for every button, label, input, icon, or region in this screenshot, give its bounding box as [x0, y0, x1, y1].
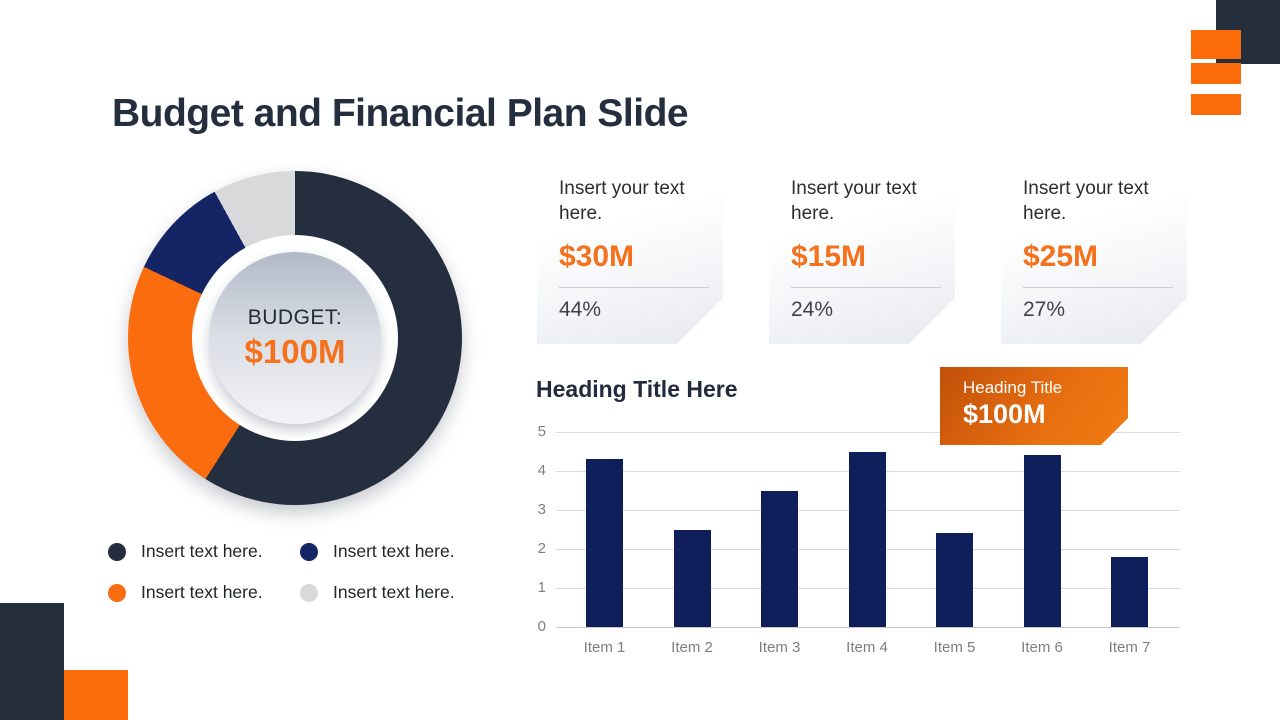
legend-label: Insert text here. — [333, 541, 455, 561]
card-divider — [1023, 287, 1173, 288]
x-axis-label: Item 2 — [671, 639, 713, 656]
bar-item-6[interactable] — [1023, 455, 1061, 627]
legend-label: Insert text here. — [333, 582, 455, 602]
card-percent: 27% — [1023, 297, 1066, 321]
legend-dot — [108, 583, 126, 602]
donut-legend: Insert text here. Insert text here. Inse… — [108, 541, 488, 603]
card-divider — [791, 287, 941, 288]
x-axis-label: Item 5 — [933, 639, 976, 656]
x-axis-label: Item 6 — [1021, 639, 1063, 656]
gridline — [556, 432, 1180, 433]
bar-item-1[interactable] — [586, 459, 623, 627]
y-tick-label: 2 — [537, 540, 546, 557]
donut-center: BUDGET: $100M — [209, 252, 381, 424]
legend-item-1[interactable]: Insert text here. — [108, 541, 300, 562]
card-value: $25M — [1023, 239, 1099, 273]
y-tick-label: 5 — [537, 423, 546, 440]
card-intro-text: Insert your text here. — [1023, 178, 1149, 225]
legend-item-2[interactable]: Insert text here. — [300, 541, 492, 562]
bar-item-7[interactable] — [1111, 556, 1148, 627]
x-axis-label: Item 3 — [758, 639, 801, 656]
card-intro-text: Insert your text here. — [559, 178, 685, 225]
bar-item-3[interactable] — [761, 490, 798, 627]
x-axis-label: Item 7 — [1108, 639, 1151, 656]
bar-item-2[interactable] — [673, 529, 711, 627]
slide-title[interactable]: Budget and Financial Plan Slide — [112, 92, 689, 135]
legend-dot — [300, 542, 318, 561]
bar-item-4[interactable] — [848, 451, 886, 627]
legend-item-4[interactable]: Insert text here. — [300, 582, 492, 603]
decor-bottom-left-navy-block — [0, 603, 64, 720]
legend-dot — [108, 542, 126, 561]
donut-chart[interactable]: BUDGET: $100M — [128, 171, 462, 505]
legend-item-3[interactable]: Insert text here. — [108, 582, 300, 603]
x-axis-label: Item 4 — [846, 639, 888, 656]
gridline — [556, 627, 1180, 628]
stat-cards-row: Insert your text here. $30M 44% Insert y… — [537, 174, 1187, 344]
legend-dot — [300, 583, 318, 602]
x-axis-label: Item 1 — [583, 639, 626, 656]
card-value: $15M — [791, 239, 867, 273]
decor-orange-bar-3 — [1191, 94, 1241, 115]
card-percent: 44% — [559, 297, 602, 321]
decor-orange-bar-1 — [1191, 30, 1241, 59]
card-value: $30M — [559, 239, 635, 273]
badge-value: $100M — [963, 399, 1046, 429]
card-divider — [559, 287, 709, 288]
y-tick-label: 1 — [537, 579, 546, 596]
decor-orange-bar-2 — [1191, 63, 1241, 84]
card-percent: 24% — [791, 297, 834, 321]
donut-center-label: BUDGET: — [247, 305, 343, 329]
stat-card-2[interactable]: Insert your text here. $15M 24% — [769, 174, 955, 344]
badge-title: Heading Title — [963, 378, 1063, 397]
card-intro-text: Insert your text here. — [791, 178, 917, 225]
bar-item-5[interactable] — [936, 533, 973, 627]
bar-chart[interactable]: 0 1 2 3 4 5 Item 1 Item 2 Item 3 Item 4 Item 5 Item… — [538, 423, 1180, 656]
stat-card-1[interactable]: Insert your text here. $30M 44% — [537, 174, 723, 344]
chart-heading[interactable]: Heading Title Here — [536, 376, 738, 402]
decor-bottom-left-orange-block — [64, 670, 128, 720]
legend-label: Insert text here. — [141, 541, 263, 561]
heading-badge[interactable]: Heading Title $100M — [940, 367, 1128, 445]
y-tick-label: 0 — [537, 618, 546, 635]
stat-card-3[interactable]: Insert your text here. $25M 27% — [1001, 174, 1187, 344]
y-tick-label: 4 — [537, 462, 546, 479]
y-tick-label: 3 — [537, 501, 546, 518]
legend-label: Insert text here. — [141, 582, 263, 602]
donut-center-value: $100M — [244, 332, 346, 370]
